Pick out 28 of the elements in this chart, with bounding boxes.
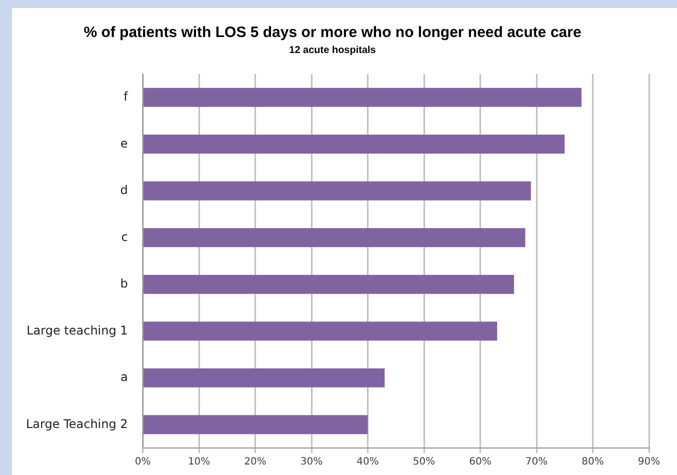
- x-tick-label: 10%: [188, 456, 210, 468]
- x-tick-label: 90%: [638, 456, 660, 468]
- x-tick-label: 80%: [582, 456, 604, 468]
- x-tick-label: 0%: [134, 456, 151, 468]
- x-tick-label: 40%: [356, 456, 379, 468]
- y-tick-label: e: [120, 136, 128, 150]
- bar: [144, 274, 514, 294]
- y-tick-label: b: [120, 276, 128, 290]
- bar: [144, 368, 385, 388]
- chart-title: % of patients with LOS 5 days or more who no longer need acute care: [84, 24, 582, 42]
- bar: [144, 88, 582, 107]
- bar: [144, 322, 498, 341]
- y-tick-label: a: [120, 370, 128, 384]
- bar: [144, 134, 565, 154]
- x-tick-label: 60%: [469, 456, 492, 468]
- bar: [144, 228, 526, 248]
- y-tick-label: f: [124, 90, 129, 104]
- bar: [144, 415, 368, 434]
- x-tick-label: 30%: [300, 456, 323, 468]
- x-tick-label: 20%: [244, 456, 266, 468]
- chart-subtitle: 12 acute hospitals: [289, 44, 376, 56]
- x-tick-label: 50%: [412, 456, 436, 468]
- y-tick-label: d: [120, 183, 128, 197]
- y-tick-label: c: [121, 230, 128, 244]
- x-tick-label: 70%: [525, 456, 548, 468]
- bar: [144, 181, 531, 200]
- y-tick-label: Large teaching 1: [26, 323, 128, 338]
- y-tick-label: Large Teaching 2: [26, 416, 128, 431]
